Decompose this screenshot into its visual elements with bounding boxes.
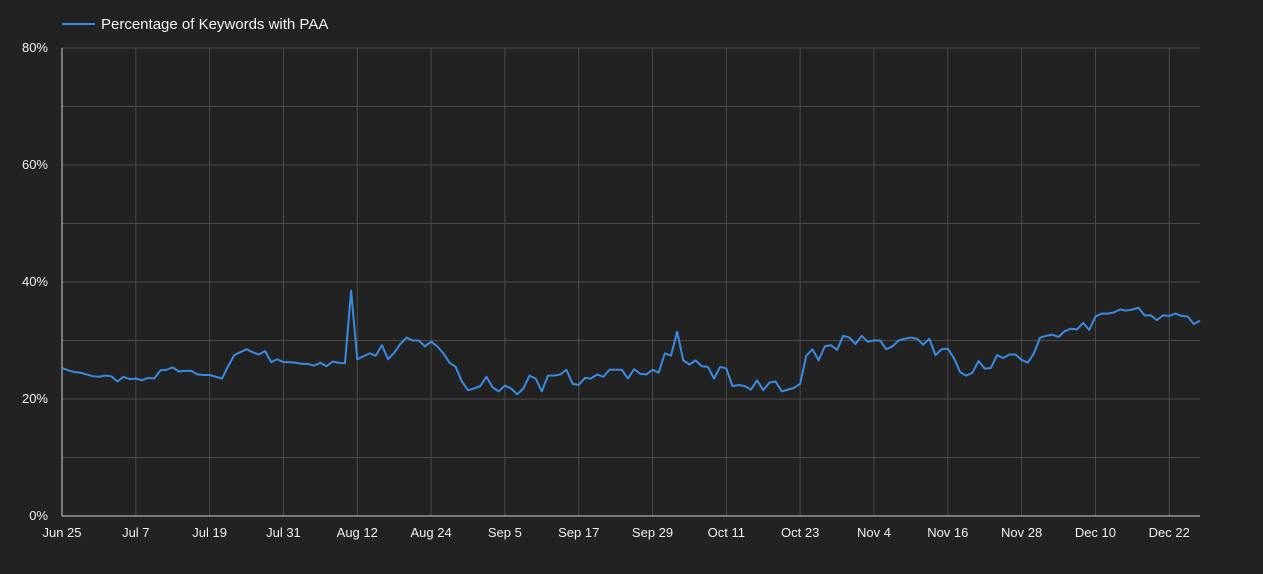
y-tick-label: 20% [22,391,48,406]
x-tick-label: Sep 29 [632,525,673,540]
x-tick-label: Jun 25 [42,525,81,540]
legend-label: Percentage of Keywords with PAA [101,16,328,33]
legend[interactable]: Percentage of Keywords with PAA [62,16,328,33]
y-tick-label: 40% [22,274,48,289]
x-tick-label: Nov 16 [927,525,968,540]
x-tick-label: Dec 10 [1075,525,1116,540]
x-tick-label: Nov 28 [1001,525,1042,540]
grid [61,47,1200,517]
x-tick-label: Sep 5 [488,525,522,540]
x-axis-tick-labels: Jun 25 Jul 7 Jul 19 Jul 31 Aug 12 Aug 24 Sep 5… [42,525,1189,540]
x-tick-label: Oct 11 [708,525,745,540]
y-tick-label: 60% [22,157,48,172]
x-tick-label: Jul 7 [122,525,149,540]
x-tick-label: Oct 23 [781,525,819,540]
y-tick-label: 0% [29,508,48,523]
x-tick-label: Jul 19 [192,525,227,540]
x-tick-label: Nov 4 [857,525,891,540]
y-tick-label: 80% [22,40,48,55]
x-tick-label: Sep 17 [558,525,599,540]
series-group [61,289,1201,396]
x-tick-label: Jul 31 [266,525,301,540]
x-tick-label: Aug 24 [410,525,451,540]
y-axis-tick-labels: 0% 20% 40% 60% 80% [22,40,48,523]
series-line-percentage-paa[interactable] [61,289,1201,396]
x-tick-label: Dec 22 [1149,525,1190,540]
x-tick-label: Aug 12 [337,525,378,540]
